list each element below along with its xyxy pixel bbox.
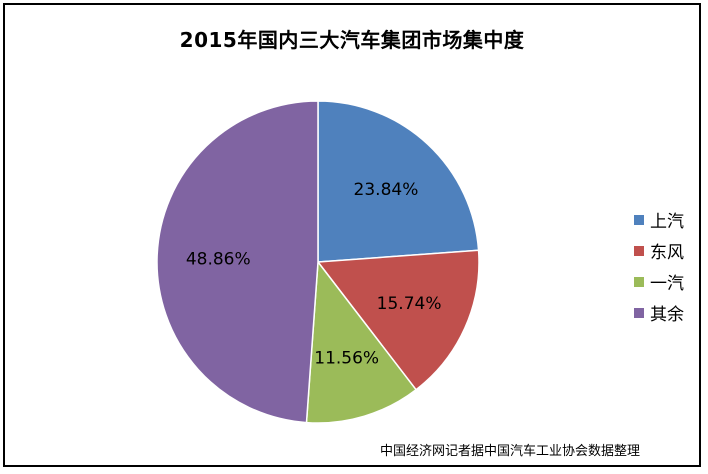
data-label-qiyu: 48.86% bbox=[186, 249, 251, 269]
legend-item-yiqi: 一汽 bbox=[634, 266, 684, 297]
legend-label-yiqi: 一汽 bbox=[650, 274, 684, 294]
legend-item-qiyu: 其余 bbox=[634, 297, 684, 328]
legend-label-qiyu: 其余 bbox=[650, 305, 684, 325]
legend: 上汽 东风 一汽 其余 bbox=[634, 204, 684, 328]
pie-slice-shangqi bbox=[317, 100, 480, 263]
source-note: 中国经济网记者据中国汽车工业协会数据整理 bbox=[380, 444, 641, 459]
data-label-dongfeng: 15.74% bbox=[377, 294, 442, 314]
legend-swatch-dongfeng bbox=[634, 245, 644, 256]
legend-label-shangqi: 上汽 bbox=[650, 212, 684, 232]
chart-title: 2015年国内三大汽车集团市场集中度 bbox=[179, 28, 525, 52]
legend-label-dongfeng: 东风 bbox=[650, 243, 684, 263]
legend-item-dongfeng: 东风 bbox=[634, 235, 684, 266]
legend-swatch-shangqi bbox=[634, 214, 644, 225]
data-label-yiqi: 11.56% bbox=[314, 349, 379, 369]
legend-swatch-qiyu bbox=[634, 307, 644, 318]
pie-slice-yiqi bbox=[305, 259, 418, 424]
data-label-shangqi: 23.84% bbox=[354, 180, 419, 200]
pie-slice-dongfeng bbox=[316, 249, 480, 391]
pie-slice-qiyu bbox=[156, 100, 319, 424]
legend-swatch-yiqi bbox=[634, 276, 644, 287]
legend-item-shangqi: 上汽 bbox=[634, 204, 684, 235]
